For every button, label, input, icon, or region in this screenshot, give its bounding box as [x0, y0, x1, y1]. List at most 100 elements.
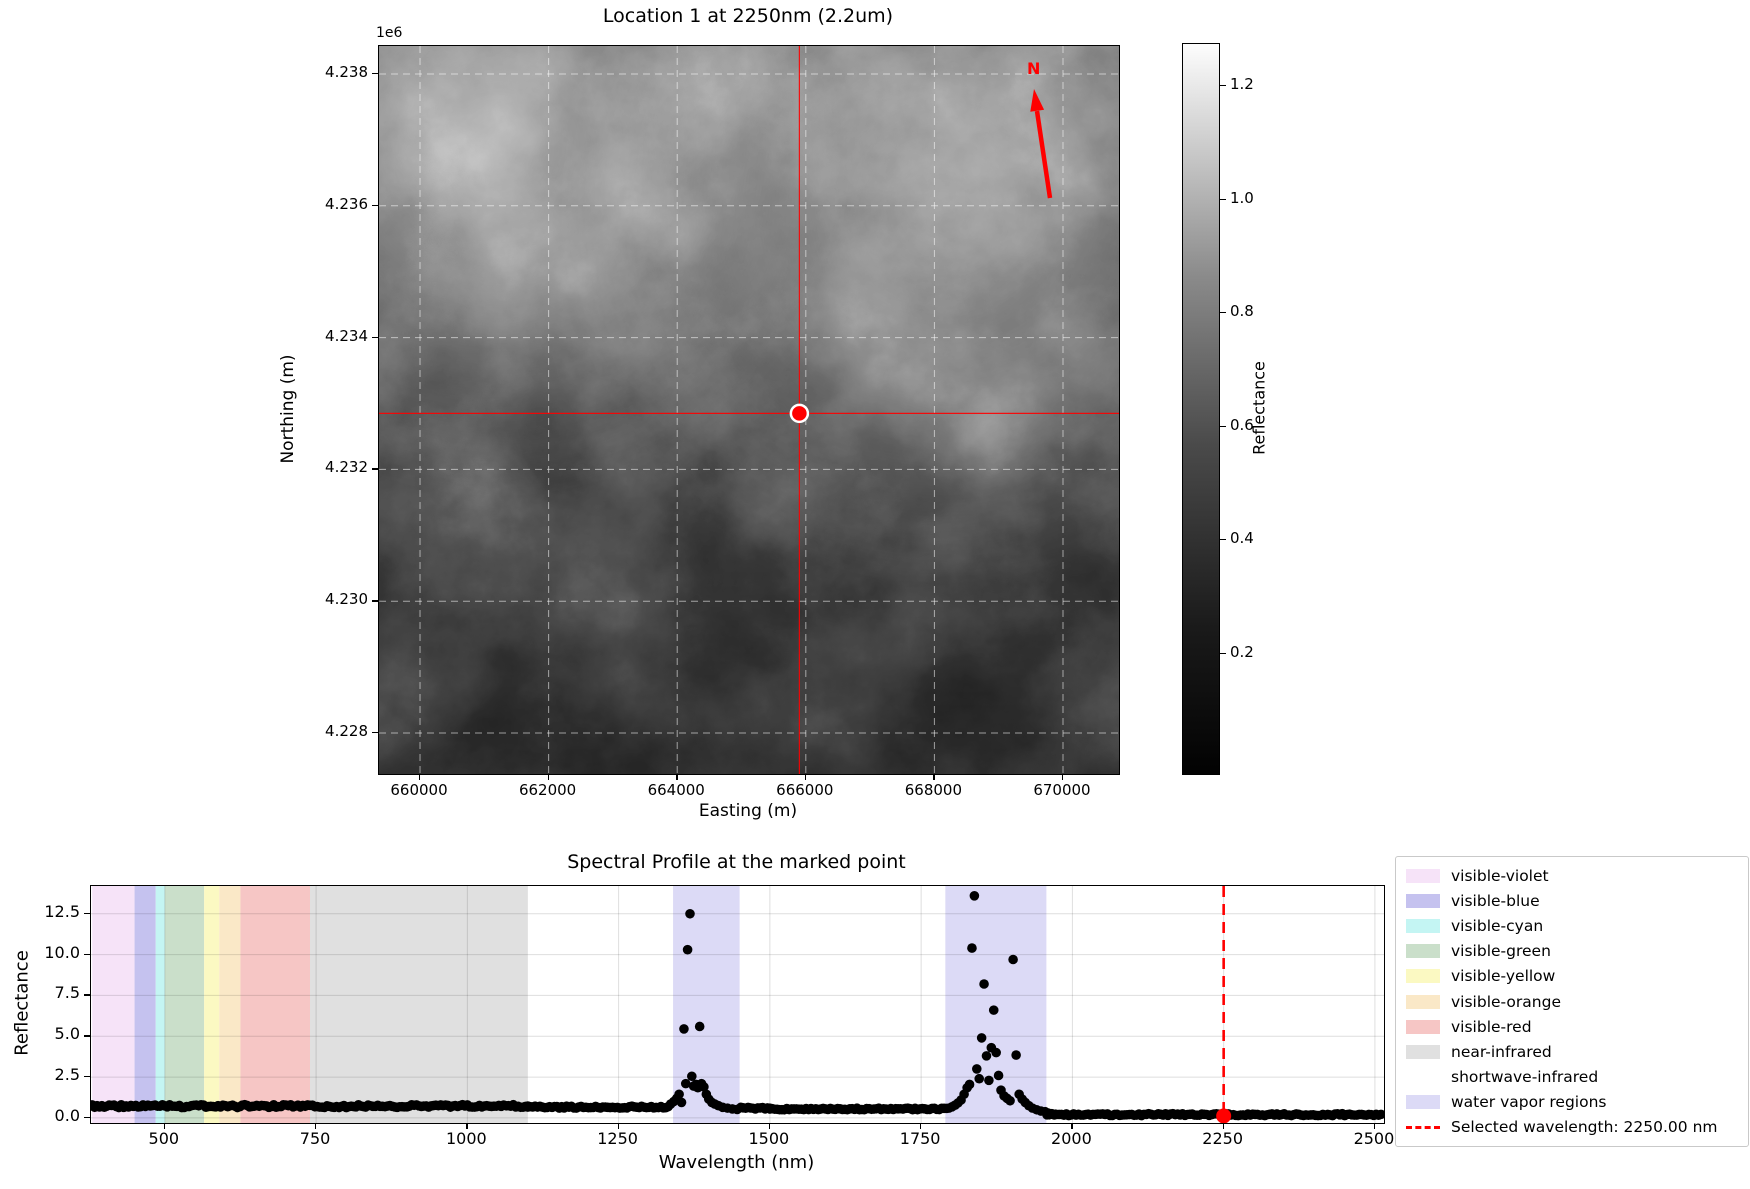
spectrum-point — [674, 1089, 684, 1100]
map-y-tick — [372, 468, 378, 470]
map-axis-offset-label: 1e6 — [376, 25, 403, 41]
band-visible-yellow — [204, 886, 220, 1123]
spec-x-tick-label: 2250 — [1202, 1129, 1244, 1148]
colorbar-tick-label: 0.2 — [1230, 642, 1254, 661]
map-x-tick-label: 662000 — [518, 781, 577, 799]
spectrum-point — [680, 1078, 691, 1089]
spec-y-tick-label: 10.0 — [44, 942, 80, 962]
map-y-tick-label: 4.238 — [325, 63, 368, 81]
legend-color-swatch — [1406, 1070, 1440, 1085]
legend-item-label: visible-red — [1451, 1017, 1532, 1036]
map-x-tick — [676, 774, 678, 780]
legend-item-label: water vapor regions — [1451, 1093, 1607, 1112]
selected-wavelength-point — [1216, 1108, 1232, 1124]
legend-item-label: visible-violet — [1451, 866, 1549, 885]
spec-y-tick — [84, 1116, 90, 1119]
spectrum-point — [964, 1079, 975, 1090]
map-x-tick — [1061, 774, 1064, 780]
spectrum-point — [1050, 1109, 1061, 1119]
legend-item-label: shortwave-infrared — [1451, 1068, 1599, 1087]
spectrum-point — [732, 1104, 742, 1115]
legend-color-swatch — [1406, 1019, 1440, 1034]
legend-item-visible-orange: visible-orange — [1396, 989, 1748, 1014]
spectrum-point — [676, 1097, 687, 1108]
band-visible-cyan — [155, 886, 165, 1123]
band-visible-orange — [219, 886, 241, 1123]
map-y-tick-label: 4.232 — [325, 458, 368, 477]
legend-item-selected-wavelength-2250-00-nm: Selected wavelength: 2250.00 nm — [1396, 1115, 1748, 1140]
colorbar-tick-label: 0.4 — [1230, 529, 1254, 548]
legend-color-swatch — [1406, 1044, 1440, 1059]
spec-x-tick-label: 2000 — [1051, 1129, 1092, 1148]
colorbar-tick — [1220, 312, 1226, 314]
legend-item-visible-blue: visible-blue — [1396, 888, 1748, 913]
map-x-tick-label: 668000 — [904, 781, 963, 799]
spectrum-point — [679, 1024, 689, 1034]
spectrum-point — [967, 943, 977, 953]
spec-x-tick-label: 2500 — [1353, 1129, 1395, 1148]
legend-color-swatch — [1406, 918, 1440, 933]
spec-x-tick — [920, 1123, 922, 1129]
spectrum-point — [682, 944, 693, 955]
spectrum-point — [979, 979, 989, 989]
spec-y-tick-label: 5.0 — [54, 1024, 80, 1044]
spectrum-point — [991, 1047, 1001, 1058]
legend-item-visible-yellow: visible-yellow — [1396, 964, 1748, 989]
spec-y-tick — [84, 953, 90, 955]
map-grayscale-texture — [379, 46, 1119, 774]
map-x-tick — [933, 774, 935, 780]
map-y-tick — [372, 336, 378, 338]
spec-x-tick-label: 750 — [299, 1129, 331, 1148]
spectrum-point — [685, 908, 695, 919]
colorbar-tick-label: 1.2 — [1230, 75, 1254, 93]
legend-item-near-infrared: near-infrared — [1396, 1039, 1748, 1064]
spec-x-tick-label: 1750 — [899, 1129, 941, 1148]
legend-item-label: visible-yellow — [1451, 967, 1556, 986]
spec-x-tick — [466, 1123, 468, 1129]
legend-color-swatch — [1406, 969, 1440, 984]
spectrum-point — [976, 1033, 987, 1043]
legend-item-label: near-infrared — [1451, 1042, 1552, 1061]
spec-y-tick — [84, 1076, 90, 1078]
band-visible-green — [164, 886, 205, 1123]
legend-item-label: visible-cyan — [1451, 916, 1544, 935]
spectrum-point — [1011, 1050, 1021, 1060]
spectrum-point — [1008, 954, 1018, 965]
map-y-axis-label: Northing (m) — [278, 354, 298, 464]
spectrum-point — [984, 1075, 994, 1086]
colorbar-tick — [1220, 539, 1226, 541]
legend-item-water-vapor-regions: water vapor regions — [1396, 1090, 1748, 1115]
spectrum-point — [699, 1082, 709, 1092]
legend-item-visible-green: visible-green — [1396, 939, 1748, 964]
map-y-tick — [372, 732, 378, 734]
spec-y-tick-label: 7.5 — [54, 983, 80, 1003]
map-plot-area: N — [378, 45, 1120, 775]
map-x-tick-label: 670000 — [1033, 781, 1091, 799]
band-near-infrared — [310, 886, 528, 1123]
legend-item-label: visible-green — [1451, 942, 1551, 961]
band-visible-blue — [134, 886, 156, 1123]
colorbar-tick — [1220, 198, 1226, 200]
map-x-tick — [547, 774, 549, 780]
map-y-tick-label: 4.228 — [325, 722, 368, 740]
map-image: N — [379, 46, 1119, 774]
spectral-legend: visible-violet visible-blue visible-cyan vi… — [1395, 856, 1749, 1148]
spectrum-point — [969, 891, 980, 901]
spectrum-point — [971, 1064, 982, 1074]
spec-x-tick — [1373, 1123, 1376, 1129]
spec-x-tick — [315, 1123, 317, 1129]
legend-item-label: visible-blue — [1451, 891, 1540, 910]
colorbar-tick-label: 0.6 — [1230, 415, 1254, 434]
map-title: Location 1 at 2250nm (2.2um) — [602, 5, 894, 27]
legend-item-visible-red: visible-red — [1396, 1014, 1748, 1039]
spectrum-point — [687, 1071, 697, 1082]
spec-y-tick — [84, 994, 90, 996]
spec-x-tick — [617, 1123, 619, 1129]
map-y-tick-label: 4.236 — [325, 194, 368, 213]
spectrum-point — [694, 1021, 705, 1032]
colorbar-tick-label: 0.8 — [1230, 302, 1254, 321]
spectrum-point — [1005, 1095, 1015, 1106]
north-label: N — [1027, 59, 1040, 78]
spec-x-tick-label: 500 — [148, 1129, 180, 1148]
legend-color-swatch — [1406, 944, 1440, 959]
